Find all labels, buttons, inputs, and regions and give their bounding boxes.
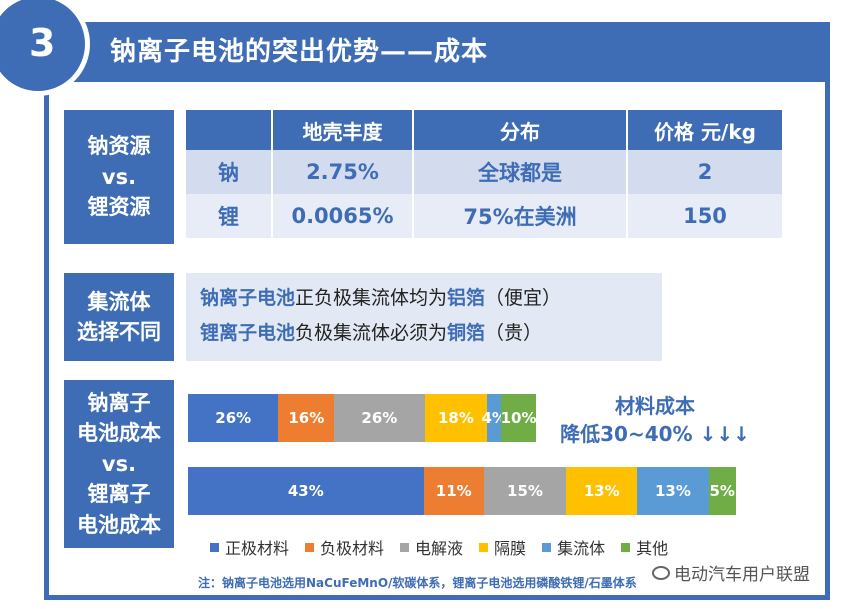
- legend-label: 隔膜: [494, 539, 527, 558]
- legend-item: 集流体: [542, 535, 605, 559]
- collector-line-sodium: 钠离子电池正负极集流体均为铝箔（便宜）: [200, 281, 662, 316]
- bar-segment-1: 26%: [188, 394, 279, 442]
- data-label: 11%: [435, 482, 472, 500]
- legend-swatch: [542, 542, 552, 552]
- collector-label: 集流体 选择不同: [64, 273, 174, 361]
- highlight-text: 铝箔: [447, 287, 486, 309]
- bar-segment-4: 13%: [566, 467, 638, 515]
- highlight-text: 锂离子电池: [200, 322, 296, 344]
- table-header-cell: 价格 元/kg: [627, 110, 782, 150]
- bar-segment-6: 5%: [708, 467, 736, 515]
- table-row: 钠 2.75% 全球都是 2: [186, 150, 782, 194]
- data-label: 16%: [288, 409, 325, 427]
- cost-note-line: 材料成本: [615, 394, 695, 418]
- data-label: 26%: [215, 409, 252, 427]
- table-cell: 全球都是: [413, 150, 628, 194]
- legend-item: 负极材料: [305, 535, 384, 559]
- resources-label-line: 锂资源: [87, 195, 151, 220]
- legend-label: 正极材料: [225, 539, 290, 558]
- table-cell: 75%在美洲: [413, 194, 628, 238]
- watermark: 电动汽车用户联盟: [648, 558, 814, 587]
- resources-label-line: vs.: [101, 164, 137, 189]
- watermark-text: 电动汽车用户联盟: [674, 565, 810, 585]
- legend-label: 集流体: [557, 539, 606, 558]
- highlight-text: 铜箔: [447, 322, 486, 344]
- table-cell: 钠: [186, 150, 273, 194]
- legend-label: 电解液: [415, 539, 464, 558]
- legend-swatch: [210, 542, 219, 552]
- table-header-cell: 分布: [413, 110, 628, 150]
- sodium-cost-bar: 26% 16% 26% 18% 4% 10%: [188, 394, 537, 442]
- legend-item: 电解液: [400, 535, 463, 559]
- bar-segment-6: 10%: [500, 394, 537, 442]
- page-title: 钠离子电池的突出优势——成本: [110, 37, 489, 67]
- legend-item: 其他: [621, 535, 668, 559]
- cost-label-line: 电池成本: [77, 512, 161, 537]
- table-cell: 150: [627, 194, 782, 238]
- table-cell: 锂: [186, 194, 273, 238]
- cost-label-line: 钠离子: [87, 390, 151, 415]
- section-number: 3: [29, 21, 56, 65]
- table-cell: 2.75%: [272, 150, 414, 194]
- table-header-cell: [186, 110, 273, 150]
- data-label: 13%: [583, 482, 620, 500]
- table-cell: 2: [627, 150, 782, 194]
- collector-line-lithium: 锂离子电池负极集流体必须为铜箔（贵）: [200, 316, 662, 351]
- data-label: 13%: [654, 482, 691, 500]
- bar-segment-5: 13%: [637, 467, 709, 515]
- legend-item: 隔膜: [479, 535, 526, 559]
- highlight-text: 钠离子电池: [200, 287, 296, 309]
- resources-label-line: 钠资源: [87, 134, 151, 159]
- legend-label: 其他: [636, 539, 669, 558]
- bar-segment-3: 26%: [334, 394, 425, 442]
- body-text: 负极集流体必须为: [295, 322, 448, 344]
- legend-swatch: [400, 542, 410, 552]
- table-header-cell: 地壳丰度: [272, 110, 414, 150]
- data-label: 5%: [709, 482, 735, 500]
- bar-segment-1: 43%: [188, 467, 424, 515]
- body-text: 正负极集流体均为: [295, 287, 448, 309]
- cost-note-line: 降低30~40% ↓↓↓: [560, 422, 750, 446]
- wechat-icon: [652, 565, 670, 580]
- bar-segment-5: 4%: [481, 394, 507, 442]
- lithium-cost-bar: 43% 11% 15% 13% 13% 5%: [188, 467, 736, 515]
- section-number-badge: 3: [0, 0, 90, 96]
- data-label: 10%: [500, 409, 537, 427]
- cost-label-line: 锂离子: [87, 482, 151, 507]
- data-label: 15%: [507, 482, 543, 500]
- legend-swatch: [479, 542, 489, 552]
- collector-description: 钠离子电池正负极集流体均为铝箔（便宜） 锂离子电池负极集流体必须为铜箔（贵）: [186, 273, 662, 361]
- footnote: 注：钠离子电池选用NaCuFeMnO/软碳体系，锂离子电池选用磷酸铁锂/石墨体系: [198, 576, 637, 590]
- legend-label: 负极材料: [320, 539, 385, 558]
- header-bar: [44, 22, 830, 82]
- collector-label-line: 选择不同: [77, 320, 161, 344]
- data-label: 43%: [287, 482, 324, 500]
- bar-segment-2: 16%: [278, 394, 335, 442]
- bar-segment-3: 15%: [483, 467, 567, 515]
- chart-legend: 正极材料 负极材料 电解液 隔膜 集流体 其他: [210, 535, 668, 559]
- cost-label-line: vs.: [101, 451, 137, 476]
- cost-reduction-note: 材料成本 降低30~40% ↓↓↓: [555, 392, 755, 448]
- collector-label-line: 集流体: [87, 289, 151, 314]
- data-label: 26%: [361, 409, 398, 427]
- legend-swatch: [305, 542, 315, 552]
- legend-swatch: [621, 542, 631, 552]
- data-label: 18%: [437, 409, 474, 427]
- resources-label: 钠资源 vs. 锂资源: [64, 110, 174, 244]
- data-label: 4%: [481, 409, 507, 427]
- body-text: （贵）: [485, 322, 543, 344]
- cost-label: 钠离子 电池成本 vs. 锂离子 电池成本: [64, 380, 174, 548]
- resource-table: 地壳丰度 分布 价格 元/kg 钠 2.75% 全球都是 2 锂 0.0065%…: [186, 110, 782, 238]
- cost-label-line: 电池成本: [77, 421, 161, 446]
- bar-segment-2: 11%: [423, 467, 484, 515]
- table-cell: 0.0065%: [272, 194, 414, 238]
- legend-item: 正极材料: [210, 535, 289, 559]
- body-text: （便宜）: [485, 287, 562, 309]
- bar-segment-4: 18%: [424, 394, 488, 442]
- table-row: 锂 0.0065% 75%在美洲 150: [186, 194, 782, 238]
